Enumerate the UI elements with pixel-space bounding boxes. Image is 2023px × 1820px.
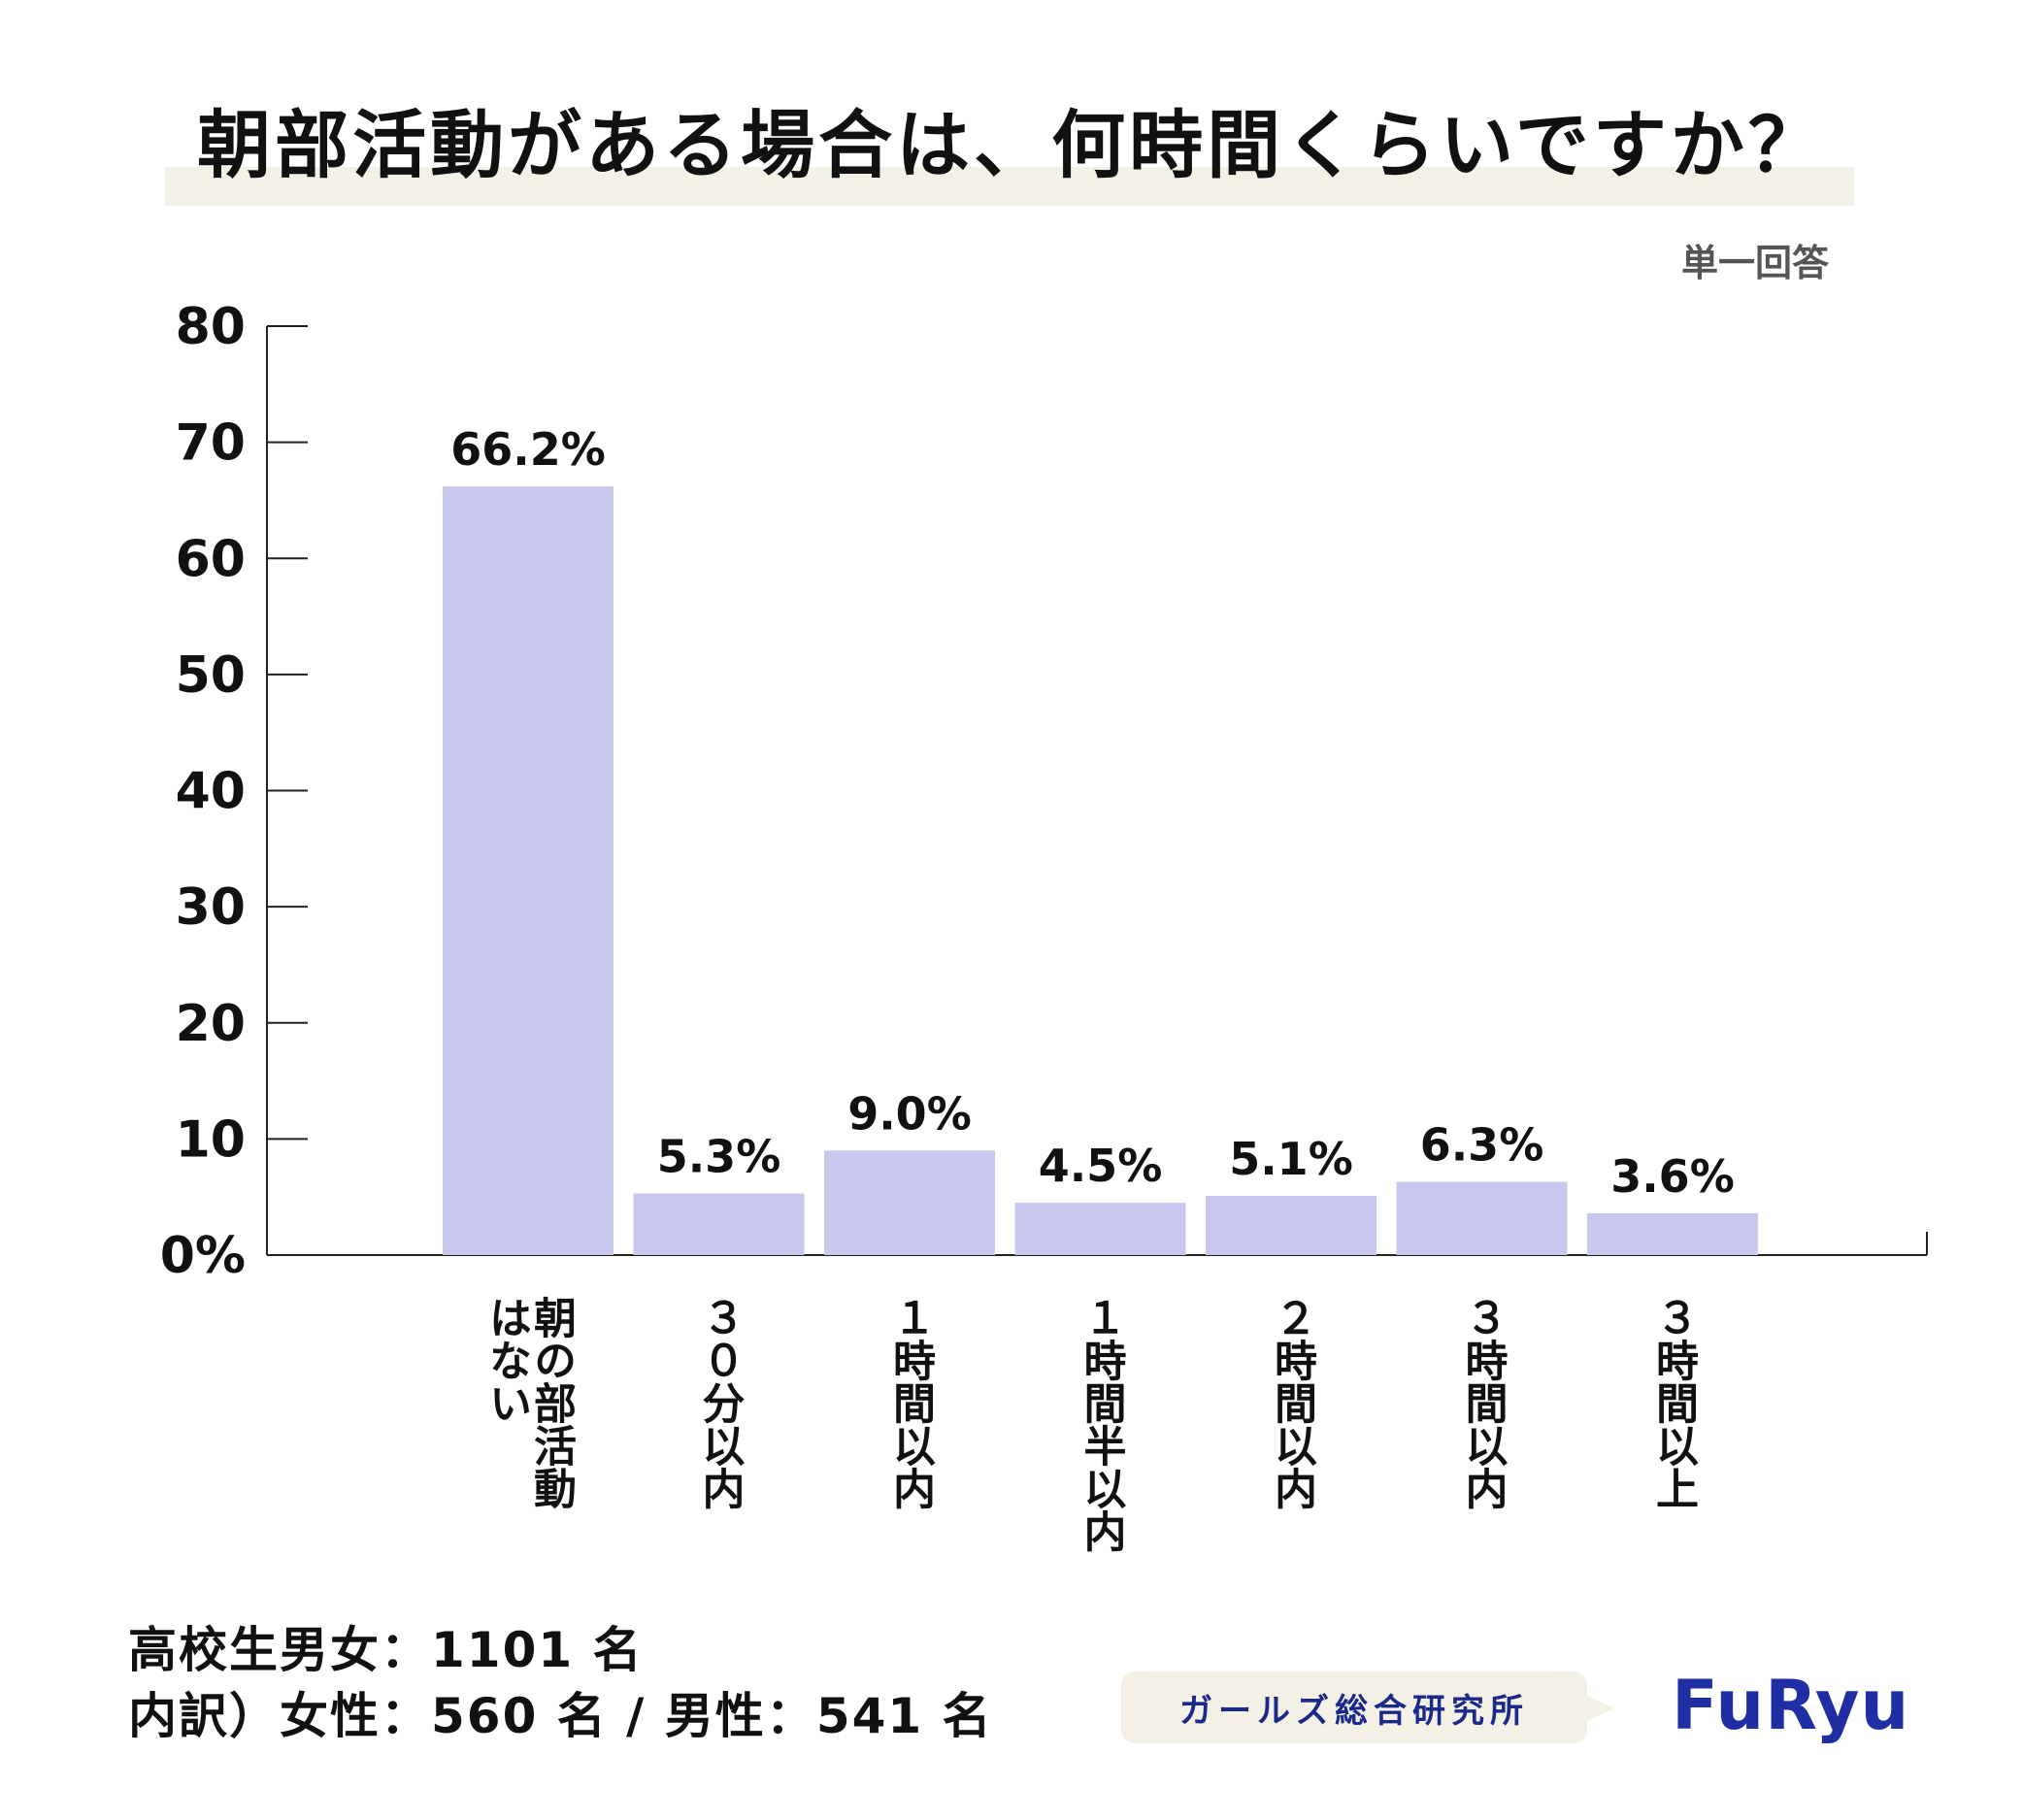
sample-breakdown-note: 内訳）女性：560 名 / 男性：541 名 — [128, 1688, 993, 1744]
bar — [633, 1193, 805, 1255]
category-label: １時間半以内 — [1076, 1296, 1126, 1552]
y-tick-label: 30 — [176, 878, 246, 937]
bar-value-label: 6.3% — [1420, 1119, 1544, 1172]
bar-value-label: 5.1% — [1229, 1133, 1353, 1185]
y-tick-label: 0% — [160, 1227, 246, 1285]
furyu-logo: FuRyu — [1672, 1666, 1910, 1745]
category-label: ２時間以内 — [1267, 1296, 1316, 1509]
bar — [1206, 1195, 1376, 1255]
category-label: ３時間以上 — [1648, 1296, 1698, 1509]
title-underline — [165, 167, 1854, 206]
y-tick-label: 10 — [176, 1110, 246, 1169]
answer-type-note: 単一回答 — [1680, 242, 1829, 284]
badge-pointer — [1585, 1695, 1614, 1722]
bar — [1587, 1212, 1758, 1255]
bar — [1396, 1181, 1568, 1255]
chart-title: 朝部活動がある場合は、何時間くらいですか？ — [197, 102, 1826, 188]
bar-value-label: 4.5% — [1039, 1140, 1163, 1192]
bar-value-label: 5.3% — [657, 1131, 781, 1183]
y-tick-label: 80 — [176, 298, 246, 356]
category-label: 朝の部活動はない — [481, 1296, 576, 1509]
y-tick-label: 60 — [176, 530, 246, 588]
y-tick-label: 50 — [176, 646, 246, 705]
bar — [443, 486, 614, 1255]
sample-size-note: 高校生男女：1101 名 — [128, 1622, 644, 1678]
y-tick-label: 20 — [176, 995, 246, 1053]
bar — [824, 1150, 995, 1255]
category-label: ３０分以内 — [694, 1296, 745, 1509]
category-label: １時間以内 — [885, 1296, 935, 1509]
category-label: ３時間以内 — [1457, 1296, 1508, 1509]
bar-value-label: 9.0% — [847, 1087, 972, 1140]
y-tick-label: 70 — [176, 414, 246, 473]
y-tick-label: 40 — [176, 763, 246, 821]
bar-value-label: 3.6% — [1610, 1150, 1735, 1203]
bar-value-label: 66.2% — [450, 423, 606, 476]
bar — [1014, 1203, 1186, 1255]
institute-badge: ガールズ総合研究所 — [1121, 1671, 1587, 1743]
